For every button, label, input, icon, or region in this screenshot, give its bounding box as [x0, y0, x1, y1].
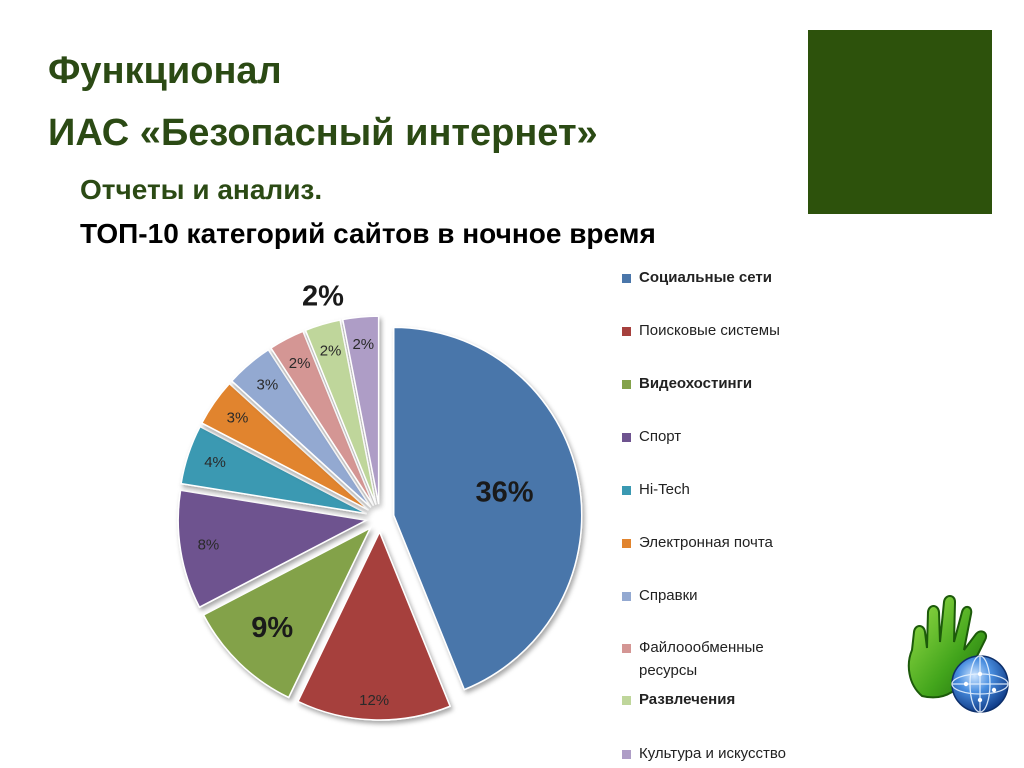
slide-title: Функционал ИАС «Безопасный интернет»	[48, 40, 598, 164]
pie-slice	[177, 489, 369, 609]
legend-item: Электронная почта	[622, 531, 822, 554]
legend-label: Файлоообменные ресурсы	[639, 639, 764, 679]
legend-label: Справки	[639, 587, 698, 604]
legend-item: Поисковые системы	[622, 319, 822, 342]
legend-label: Спорт	[639, 428, 682, 445]
accent-green-box	[808, 30, 992, 214]
pie-slice	[200, 382, 370, 511]
pie-slice	[296, 530, 452, 721]
legend-swatch	[622, 380, 631, 389]
pie-slice	[269, 330, 375, 506]
slice-data-label: 12%	[359, 692, 389, 709]
subtitle-line2: ТОП-10 категорий сайтов в ночное время	[80, 218, 656, 249]
slice-data-label: 2%	[352, 336, 374, 353]
legend-item: Справки	[622, 584, 822, 607]
legend-swatch	[622, 592, 631, 601]
legend-item: Культура и искусство	[622, 742, 822, 765]
slide-subtitle: Отчеты и анализ. ТОП-10 категорий сайтов…	[80, 168, 656, 256]
slice-data-label: 36%	[475, 476, 533, 508]
legend-item: Hi-Tech	[622, 478, 822, 501]
legend-swatch	[622, 327, 631, 336]
slide-title-line2: ИАС «Безопасный интернет»	[48, 112, 598, 154]
slide-title-line1: Функционал	[48, 50, 282, 92]
pie-slice	[304, 319, 377, 505]
legend-item: Развлечения	[622, 688, 822, 711]
subtitle-line1: Отчеты и анализ.	[80, 174, 323, 205]
slice-data-label: 2%	[320, 342, 342, 359]
legend-label: Электронная почта	[639, 534, 773, 551]
legend-label: Развлечения	[639, 691, 736, 708]
pie-slice	[202, 526, 372, 699]
pie-slice	[392, 326, 583, 691]
legend-item: Видеохостинги	[622, 372, 822, 395]
legend-swatch	[622, 750, 631, 759]
legend-item: Файлоообменные ресурсы	[622, 636, 822, 682]
legend-label: Культура и искусство	[639, 745, 787, 762]
legend-swatch	[622, 644, 631, 653]
slice-data-label: 8%	[198, 537, 220, 554]
legend-swatch	[622, 433, 631, 442]
slice-data-label: 4%	[204, 454, 226, 471]
callout-data-label: 2%	[302, 281, 344, 313]
pie-slice	[180, 425, 368, 515]
legend-swatch	[622, 486, 631, 495]
pie-slice	[230, 348, 372, 508]
legend-swatch	[622, 696, 631, 705]
legend-item: Спорт	[622, 425, 822, 448]
legend-label: Поисковые системы	[639, 322, 780, 339]
legend-label: Социальные сети	[639, 269, 772, 286]
slice-data-label: 9%	[251, 612, 293, 644]
legend-swatch	[622, 274, 631, 283]
legend-swatch	[622, 539, 631, 548]
slice-data-label: 2%	[289, 355, 311, 372]
legend-item: Социальные сети	[622, 266, 822, 289]
pie-slice	[341, 315, 380, 505]
slice-data-label: 3%	[227, 410, 249, 427]
legend-label: Hi-Tech	[639, 481, 690, 498]
slice-data-label: 3%	[256, 377, 278, 394]
green-hand-globe-icon	[907, 595, 1009, 713]
legend-label: Видеохостинги	[639, 375, 753, 392]
